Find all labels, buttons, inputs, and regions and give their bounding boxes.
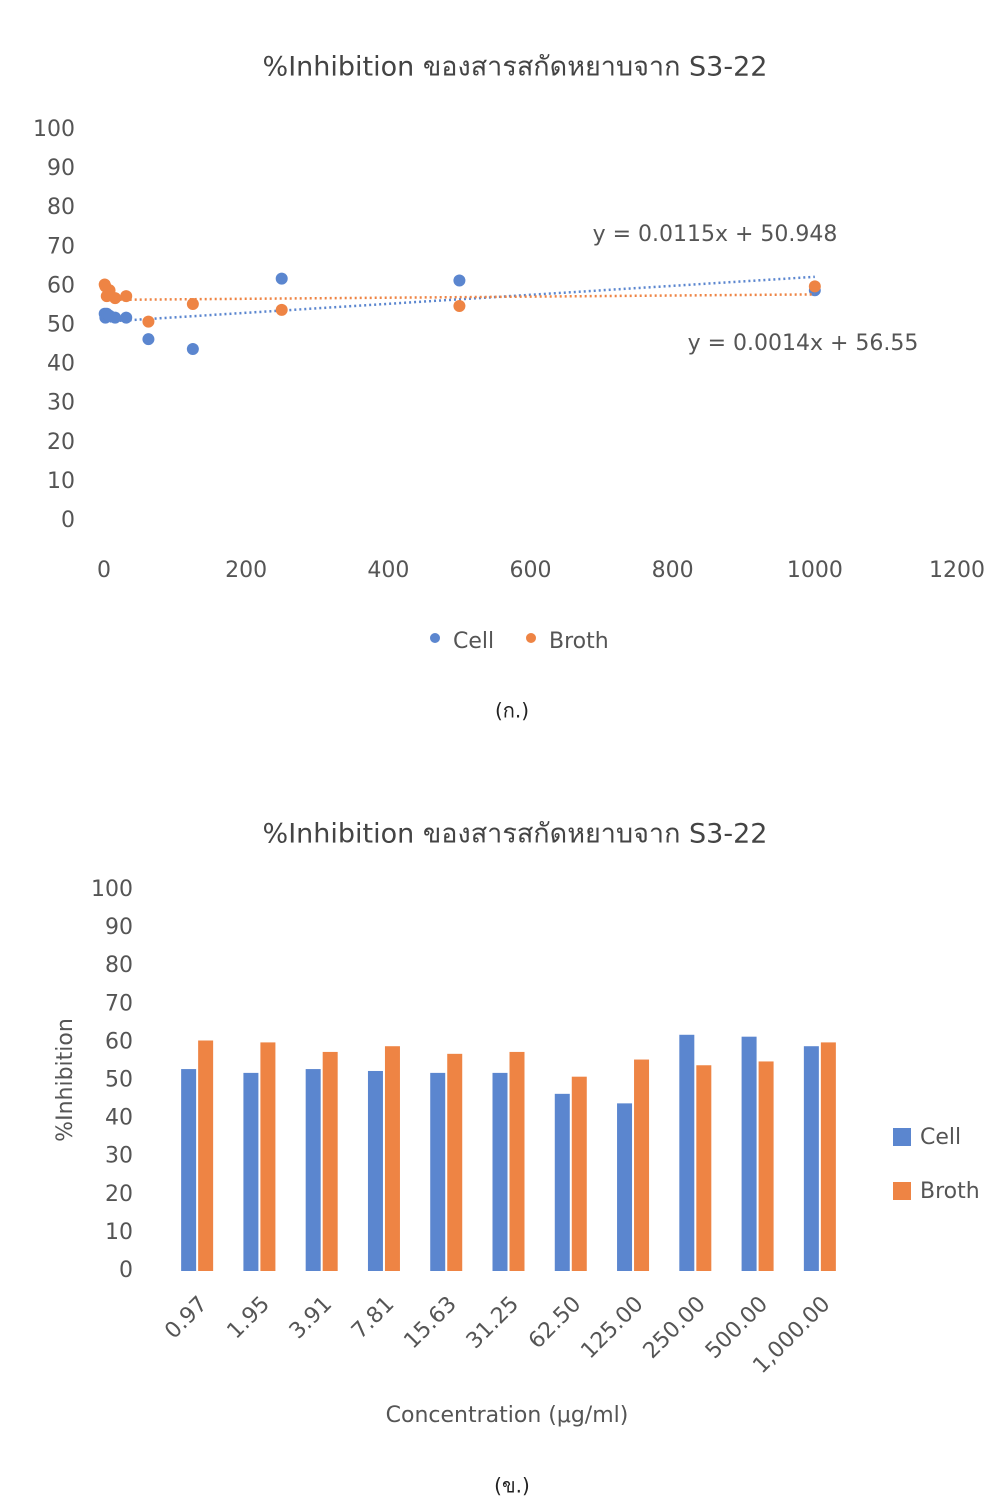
bar: [447, 1053, 463, 1271]
bar: [367, 1070, 383, 1271]
point: [275, 272, 288, 285]
legend-label: Broth: [920, 1179, 980, 1204]
y-tick-label: 80: [47, 195, 75, 220]
bar: [198, 1040, 214, 1271]
legend-label: Cell: [920, 1125, 961, 1150]
bar: [492, 1072, 508, 1271]
y-tick-label: 60: [47, 273, 75, 298]
y-tick-label: 90: [105, 915, 133, 940]
y-tick-label: 100: [91, 877, 133, 902]
point: [186, 297, 199, 310]
bar: [696, 1065, 712, 1271]
x-tick-label: 15.63: [399, 1292, 461, 1354]
y-tick-label: 70: [47, 234, 75, 259]
y-tick-label: 50: [47, 313, 75, 338]
y-tick-label: 30: [47, 391, 75, 416]
trendline-label: y = 0.0014x + 56.55: [688, 331, 919, 356]
y-tick-label: 0: [61, 508, 75, 533]
point: [453, 299, 466, 312]
point: [142, 315, 155, 328]
caption: (ก.): [495, 699, 529, 723]
y-tick-label: 20: [105, 1182, 133, 1207]
x-axis-label: Concentration (μg/ml): [386, 1403, 629, 1428]
bar: [554, 1093, 570, 1271]
y-tick-label: 60: [105, 1029, 133, 1054]
bar: [741, 1036, 757, 1271]
bar: [571, 1076, 587, 1271]
x-tick-label: 1200: [929, 558, 985, 583]
bar: [260, 1042, 276, 1271]
bar: [803, 1046, 819, 1271]
bar: [509, 1051, 525, 1271]
bar: [181, 1069, 197, 1271]
chart-title: %Inhibition ของสารสกัดหยาบจาก S3-22: [263, 52, 768, 83]
y-tick-label: 90: [47, 156, 75, 181]
point: [109, 292, 122, 305]
y-axis-label: %Inhibition: [53, 1018, 78, 1142]
y-tick-label: 70: [105, 991, 133, 1016]
y-tick-label: 20: [47, 430, 75, 455]
bar: [617, 1103, 633, 1271]
y-tick-label: 10: [47, 469, 75, 494]
point: [120, 311, 133, 324]
bar: [820, 1042, 836, 1271]
x-tick-label: 125.00: [576, 1292, 648, 1364]
point: [142, 333, 155, 346]
x-tick-label: 31.25: [462, 1292, 524, 1354]
y-tick-label: 10: [105, 1220, 133, 1245]
point: [109, 311, 122, 324]
bar: [634, 1059, 650, 1271]
y-tick-label: 100: [33, 117, 75, 142]
point: [120, 290, 133, 303]
y-tick-label: 40: [105, 1106, 133, 1131]
y-tick-label: 30: [105, 1144, 133, 1169]
legend-marker: [430, 633, 440, 643]
x-tick-label: 400: [367, 558, 409, 583]
bar: [430, 1072, 446, 1271]
x-tick-label: 1.95: [223, 1292, 275, 1344]
bar: [384, 1046, 400, 1271]
x-tick-label: 600: [510, 558, 552, 583]
trendline: [104, 293, 815, 302]
x-tick-label: 250.00: [639, 1292, 711, 1364]
caption: (ข.): [494, 1474, 530, 1498]
legend-label: Broth: [549, 629, 609, 654]
x-tick-label: 200: [225, 558, 267, 583]
point: [275, 303, 288, 316]
trendline: [104, 275, 815, 323]
chart-title: %Inhibition ของสารสกัดหยาบจาก S3-22: [263, 819, 768, 850]
legend-label: Cell: [453, 629, 494, 654]
bar: [679, 1034, 695, 1271]
legend-marker: [893, 1128, 911, 1146]
point: [186, 342, 199, 355]
y-tick-label: 40: [47, 352, 75, 377]
y-tick-label: 0: [119, 1258, 133, 1283]
bar: [758, 1061, 774, 1271]
legend-marker: [893, 1182, 911, 1200]
y-tick-label: 80: [105, 953, 133, 978]
legend-marker: [526, 633, 536, 643]
x-tick-label: 1000: [787, 558, 843, 583]
x-tick-label: 3.91: [285, 1292, 337, 1344]
y-tick-label: 50: [105, 1068, 133, 1093]
point: [453, 274, 466, 287]
x-tick-label: 0: [97, 558, 111, 583]
bar: [243, 1072, 259, 1271]
x-tick-label: 0.97: [160, 1292, 212, 1344]
bar: [322, 1051, 338, 1271]
point: [808, 280, 821, 293]
x-tick-label: 800: [652, 558, 694, 583]
bar: [305, 1069, 321, 1271]
x-tick-label: 7.81: [347, 1292, 399, 1344]
trendline-label: y = 0.0115x + 50.948: [593, 222, 838, 247]
